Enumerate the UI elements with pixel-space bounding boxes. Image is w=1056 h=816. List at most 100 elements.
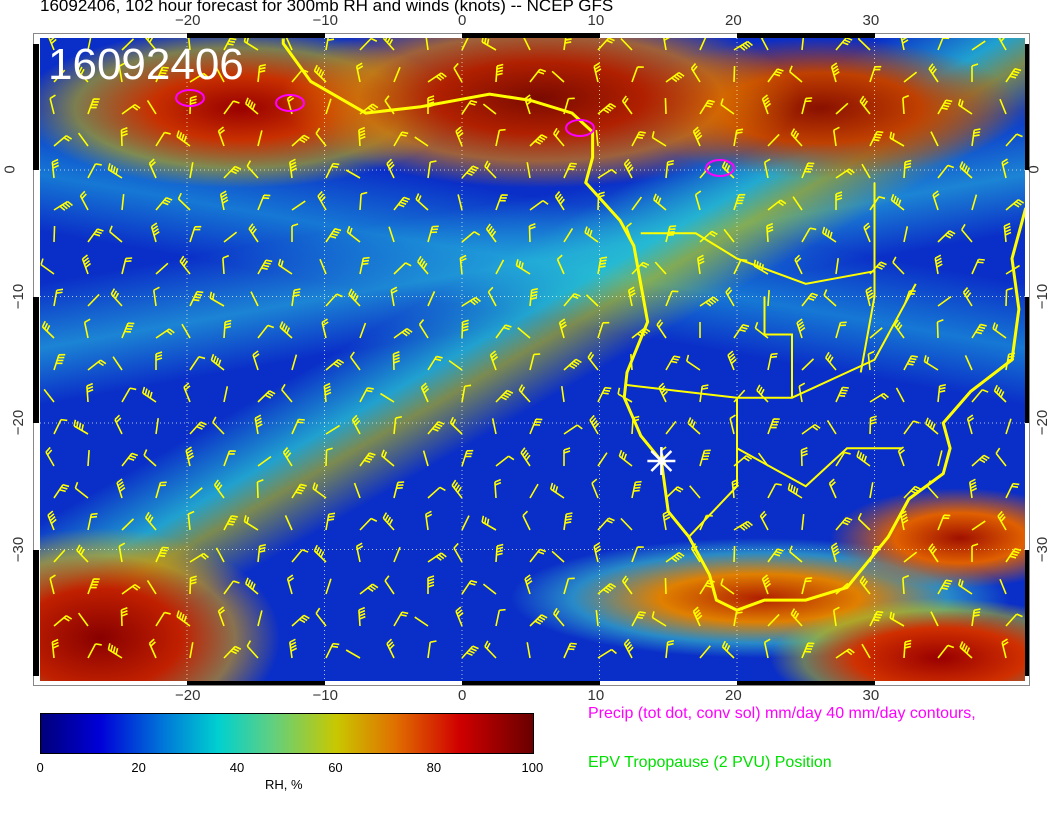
wind-barb — [487, 286, 497, 307]
wind-barb — [957, 578, 973, 595]
wind-barb — [250, 291, 259, 307]
wind-barb — [388, 226, 395, 243]
wind-barb — [664, 97, 667, 115]
lat-tick-label-right: −20 — [1034, 409, 1052, 436]
wind-barb — [835, 168, 855, 179]
wind-barb — [223, 319, 232, 339]
wind-barb — [699, 645, 711, 659]
wind-barb — [597, 386, 612, 403]
wind-barb — [348, 288, 361, 307]
wind-barb — [903, 71, 918, 83]
wind-barb — [903, 355, 918, 371]
wind-barb — [148, 158, 157, 179]
wind-barb — [835, 648, 855, 659]
wind-barb — [243, 38, 259, 51]
wind-barb — [87, 578, 100, 595]
wind-barb — [563, 642, 577, 659]
colorbar-tick-label: 60 — [328, 760, 343, 775]
scale-bar-segment — [737, 681, 875, 685]
wind-barb — [189, 575, 197, 595]
wind-barb — [244, 577, 259, 595]
wind-barb — [551, 550, 565, 563]
wind-barb — [801, 97, 813, 115]
lon-tick-label-bottom: 30 — [862, 687, 880, 704]
wind-barb — [155, 196, 173, 211]
wind-barb — [733, 389, 746, 403]
wind-barb — [453, 62, 463, 83]
wind-barb — [461, 99, 478, 115]
wind-barb — [359, 103, 379, 115]
wind-barb — [621, 575, 633, 595]
wind-barb — [652, 193, 667, 211]
wind-barb — [359, 387, 374, 403]
wind-barb — [108, 225, 123, 243]
wind-barb — [257, 610, 263, 627]
wind-barb — [620, 38, 633, 51]
wind-barb — [801, 514, 805, 531]
wind-barb — [856, 450, 871, 467]
wind-barb — [325, 578, 332, 595]
wind-barb — [393, 66, 401, 83]
wind-barb — [189, 72, 209, 83]
wind-barb — [351, 414, 361, 435]
wind-barb — [528, 223, 536, 243]
wind-barb — [116, 478, 126, 499]
wind-barb — [393, 415, 403, 435]
wind-barb — [924, 417, 939, 435]
wind-barb — [87, 228, 104, 243]
wind-barb — [189, 421, 207, 435]
wind-barb — [345, 169, 361, 179]
wind-barb — [721, 160, 735, 179]
rh-colorbar — [40, 713, 534, 754]
wind-barb — [189, 487, 203, 499]
wind-barb — [526, 162, 531, 179]
wind-barb — [248, 223, 259, 243]
lon-tick-label-top: 30 — [862, 12, 880, 29]
wind-barb — [1005, 482, 1020, 499]
wind-barb — [455, 126, 464, 147]
wind-barb — [631, 66, 644, 83]
wind-barb — [720, 578, 735, 595]
wind-barb — [1003, 222, 1012, 243]
wind-barb — [563, 292, 581, 307]
wind-barb — [937, 38, 951, 51]
country-border — [736, 397, 902, 488]
wind-barb — [593, 542, 602, 563]
wind-barb — [461, 384, 472, 403]
wind-barb — [482, 103, 497, 115]
wind-barb — [45, 446, 55, 467]
lon-tick-label-bottom: 10 — [587, 687, 605, 704]
wind-barb — [801, 642, 815, 659]
wind-barb — [118, 542, 126, 563]
wind-barb — [217, 606, 226, 627]
wind-barb — [560, 386, 565, 403]
wind-barb — [291, 223, 299, 242]
wind-barb — [461, 38, 470, 51]
wind-barb — [665, 639, 675, 659]
wind-barb — [792, 196, 803, 211]
wind-barb — [481, 38, 497, 51]
wind-barb — [591, 478, 599, 499]
wind-barb — [355, 542, 364, 563]
wind-barb — [495, 194, 508, 211]
wind-barb — [699, 449, 711, 467]
wind-barb — [112, 356, 123, 371]
wind-barb — [790, 608, 803, 627]
wind-barb — [291, 288, 301, 307]
precip-contour — [565, 119, 595, 137]
wind-barb — [325, 38, 336, 51]
wind-barb — [823, 289, 837, 307]
wind-barb — [189, 642, 194, 659]
wind-barb — [971, 323, 987, 339]
wind-barb — [121, 257, 133, 275]
wind-barb — [549, 482, 565, 499]
wind-barb — [857, 512, 871, 531]
country-border — [688, 448, 738, 538]
wind-barb — [895, 387, 905, 403]
wind-barb — [687, 417, 701, 435]
wind-barb — [495, 128, 506, 147]
wind-barb — [121, 583, 141, 595]
wind-barb — [189, 162, 194, 179]
wind-barb — [155, 481, 167, 499]
wind-barb — [551, 70, 565, 83]
